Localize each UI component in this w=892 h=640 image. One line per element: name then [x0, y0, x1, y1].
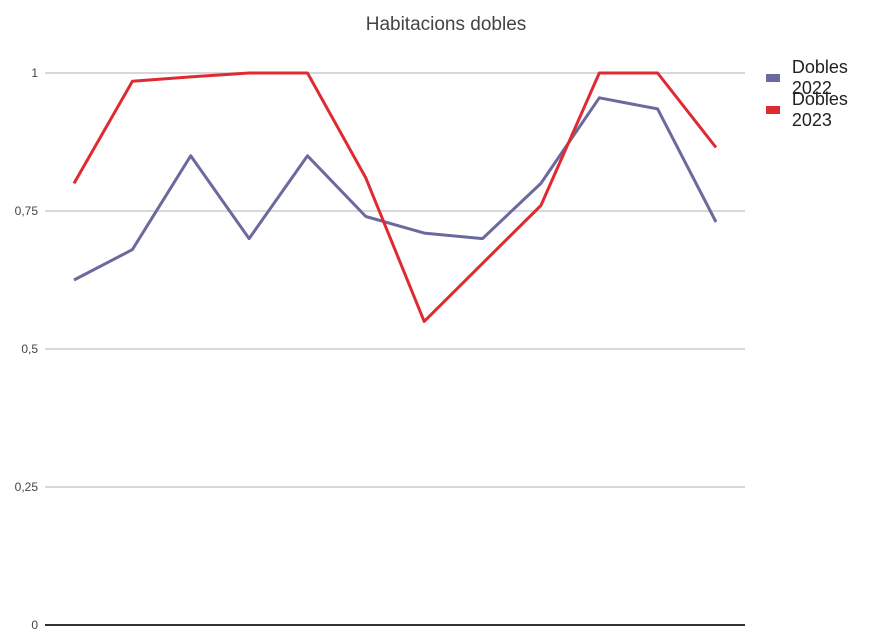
legend-swatch-dobles-2022 [766, 74, 780, 82]
legend-swatch-dobles-2023 [766, 106, 780, 114]
legend: Dobles 2022 Dobles 2023 [766, 66, 892, 130]
y-tick-label: 1 [31, 66, 38, 80]
y-tick-label: 0,5 [21, 342, 38, 356]
legend-item-dobles-2023: Dobles 2023 [766, 98, 892, 122]
chart-title: Habitacions dobles [0, 14, 892, 36]
series-line-dobles-2023 [74, 73, 716, 321]
legend-item-dobles-2022: Dobles 2022 [766, 66, 892, 90]
y-tick-label: 0,75 [15, 204, 39, 218]
legend-label-dobles-2023: Dobles 2023 [792, 89, 892, 131]
y-tick-label: 0,25 [15, 480, 39, 494]
y-tick-label: 0 [31, 618, 38, 632]
